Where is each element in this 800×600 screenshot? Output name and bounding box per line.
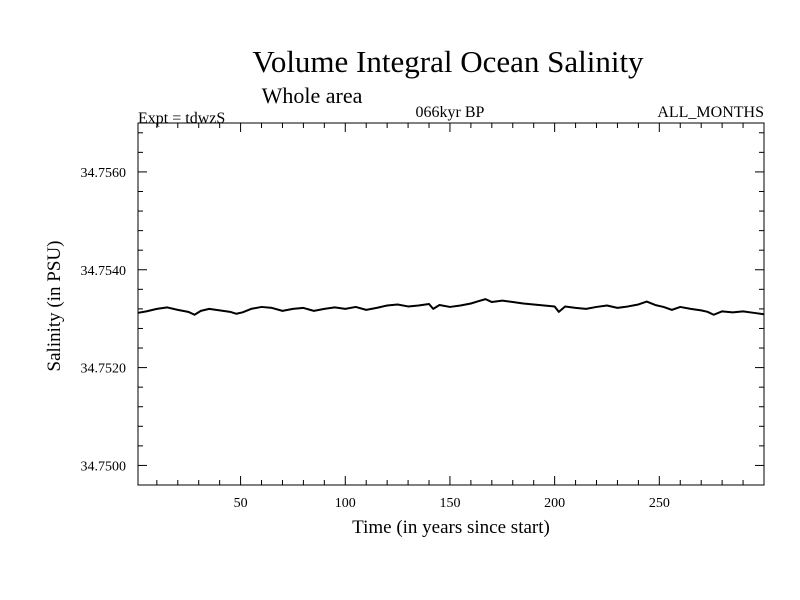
axis-ticks bbox=[138, 123, 764, 485]
x-tick-label: 200 bbox=[544, 496, 565, 511]
x-tick-label: 150 bbox=[439, 496, 460, 511]
y-tick-label: 34.7560 bbox=[81, 166, 127, 181]
y-tick-label: 34.7540 bbox=[81, 264, 127, 279]
chart-title: Volume Integral Ocean Salinity bbox=[252, 44, 644, 79]
experiment-label: Expt = tdwzS bbox=[138, 110, 225, 127]
months-label: ALL_MONTHS bbox=[657, 104, 764, 121]
chart-subtitle: Whole area bbox=[262, 83, 363, 108]
x-tick-labels: 50 100 150 200 250 bbox=[234, 496, 670, 511]
y-tick-label: 34.7520 bbox=[81, 362, 127, 377]
x-tick-label: 250 bbox=[649, 496, 670, 511]
y-axis-label: Salinity (in PSU) bbox=[44, 241, 65, 372]
x-tick-label: 100 bbox=[335, 496, 356, 511]
y-tick-labels: 34.7500 34.7520 34.7540 34.7560 bbox=[81, 166, 127, 475]
plot-frame bbox=[137, 122, 765, 486]
x-tick-label: 50 bbox=[234, 496, 248, 511]
salinity-series-line bbox=[137, 298, 765, 316]
period-label: 066kyr BP bbox=[416, 104, 485, 121]
y-tick-label: 34.7500 bbox=[81, 459, 127, 474]
x-axis-label: Time (in years since start) bbox=[352, 517, 550, 538]
